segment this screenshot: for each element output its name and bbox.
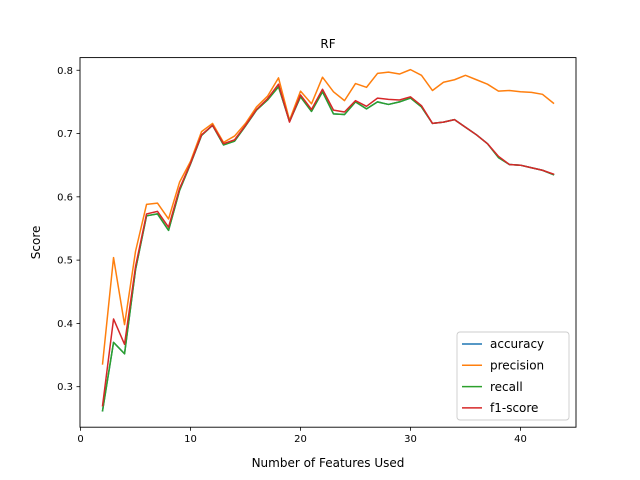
y-tick-label: 0.7 [57,129,73,140]
x-tick-label: 30 [404,434,417,445]
y-axis-label: Score [29,226,43,260]
plot-frame [79,57,577,428]
x-tick-label: 20 [294,434,307,445]
x-axis-label: Number of Features Used [252,456,405,470]
x-tick-label: 10 [184,434,197,445]
y-tick-label: 0.4 [57,319,73,330]
chart-title: RF [320,37,335,51]
legend-box [456,331,570,421]
x-axis-ticks: 0 10 20 30 40 [77,427,527,445]
y-axis-ticks: 0.3 0.4 0.5 0.6 0.7 0.8 [57,66,80,393]
y-tick-label: 0.5 [57,256,73,267]
series-line-precision [101,68,555,365]
x-tick-label: 40 [514,434,527,445]
legend-label-accuracy: accuracy [490,337,544,351]
series-line-f1-score [101,83,555,407]
legend-label-precision: precision [490,359,544,373]
y-tick-label: 0.8 [57,66,73,77]
y-tick-label: 0.3 [57,382,73,393]
legend-label-f1-score: f1-score [490,401,538,415]
chart-legend: accuracy precision recall f1-score [456,331,570,421]
x-tick-label: 0 [77,434,83,445]
series-layer [101,68,555,412]
y-tick-label: 0.6 [57,192,73,203]
legend-label-recall: recall [490,380,523,394]
